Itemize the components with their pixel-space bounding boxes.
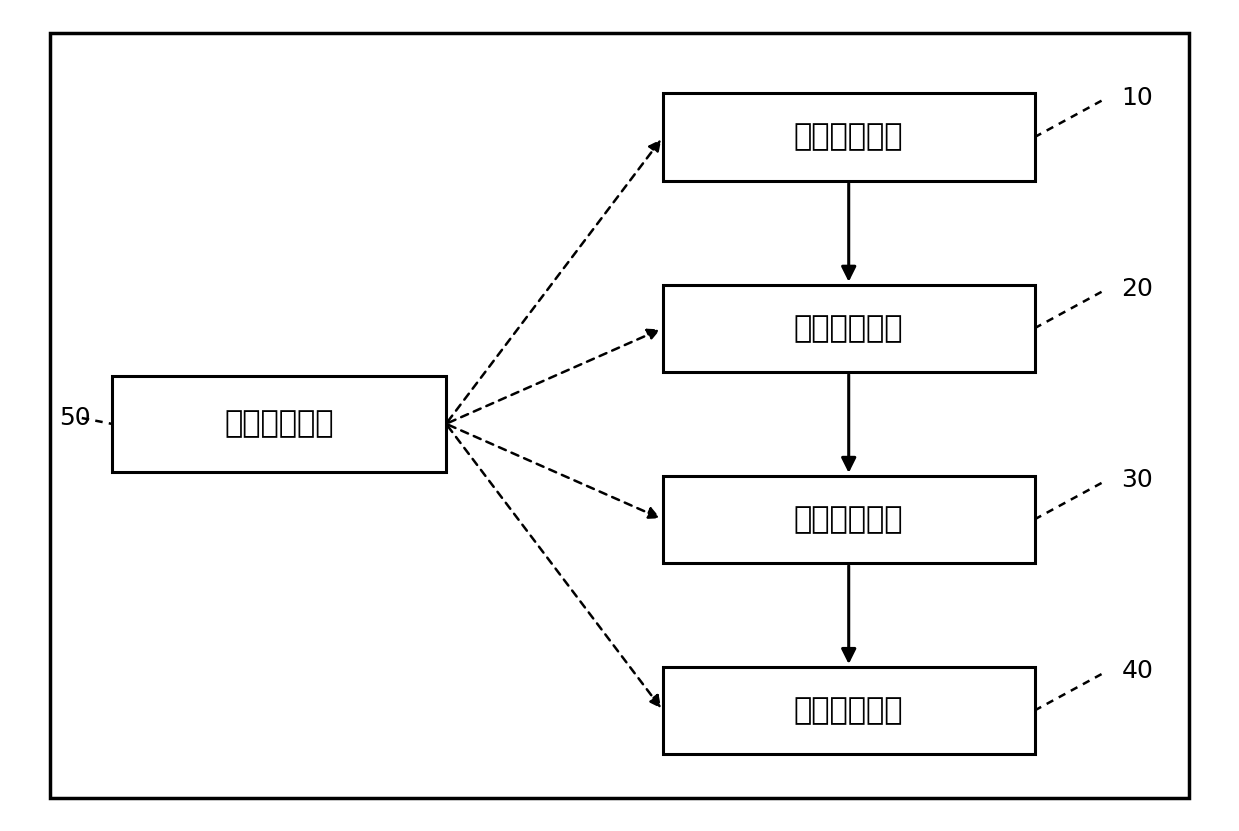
Bar [663, 475, 1035, 563]
Bar [112, 376, 446, 472]
Text: 30: 30 [1121, 469, 1154, 492]
Text: 声光报警系统: 声光报警系统 [794, 696, 903, 725]
Text: 信息辅助系统: 信息辅助系统 [224, 410, 333, 438]
Text: 信号传输系统: 信号传输系统 [794, 314, 903, 342]
Text: 落石感知系统: 落石感知系统 [794, 123, 903, 151]
Bar [663, 284, 1035, 372]
Text: 信息处理系统: 信息处理系统 [794, 505, 903, 534]
Bar [663, 94, 1035, 181]
Text: 50: 50 [59, 406, 92, 430]
Text: 20: 20 [1121, 278, 1154, 301]
Text: 10: 10 [1121, 86, 1154, 110]
Bar [663, 666, 1035, 755]
Text: 40: 40 [1121, 660, 1154, 683]
